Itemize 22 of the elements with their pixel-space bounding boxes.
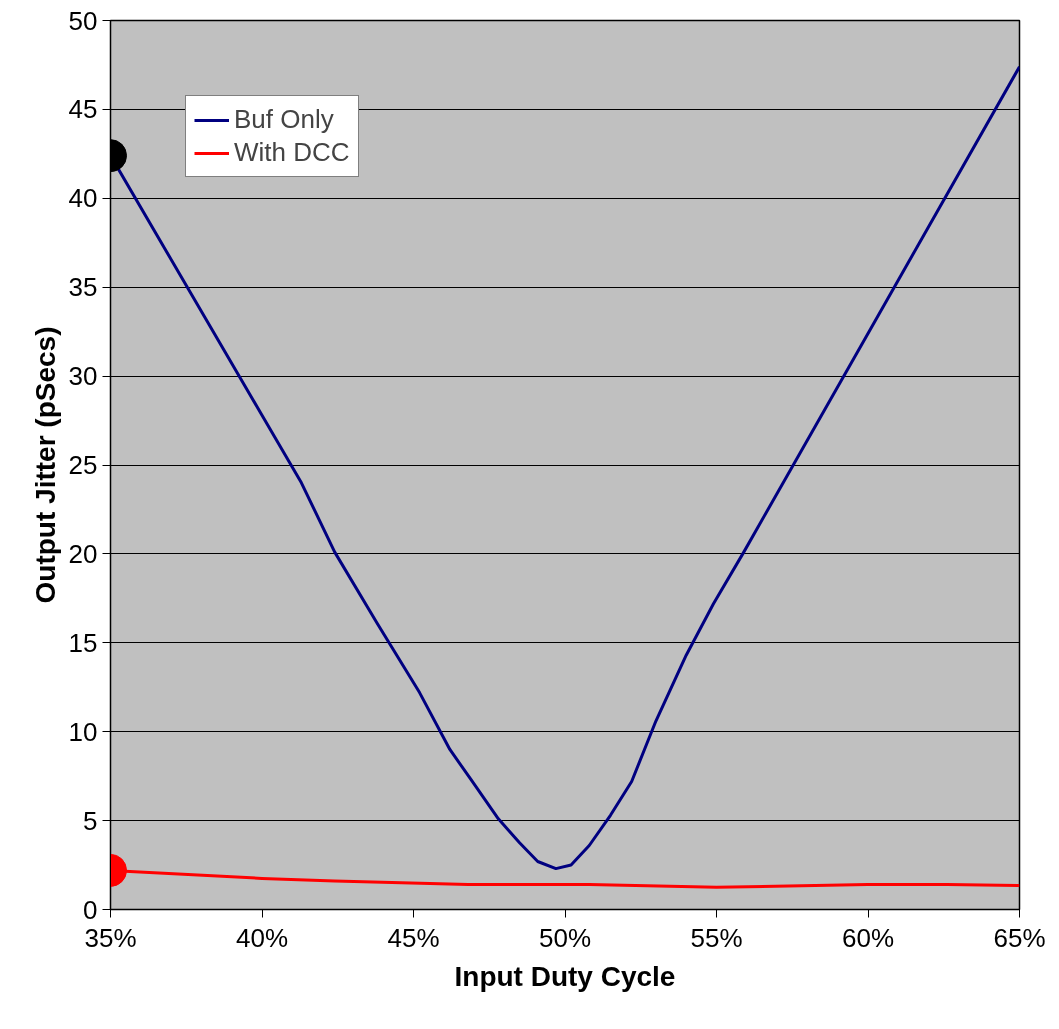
y-tick-label: 0 bbox=[83, 894, 98, 925]
x-axis-title: Input Duty Cycle bbox=[454, 960, 676, 992]
y-axis-title: Output Jitter (pSecs) bbox=[29, 326, 61, 604]
y-tick-label: 35 bbox=[68, 272, 98, 303]
x-tick-label: 35% bbox=[84, 922, 137, 953]
y-tick-label: 45 bbox=[68, 94, 98, 125]
y-tick-label: 5 bbox=[83, 805, 98, 836]
y-tick-label: 30 bbox=[68, 361, 98, 392]
x-tick-label: 65% bbox=[993, 922, 1046, 953]
x-tick-label: 55% bbox=[690, 922, 743, 953]
y-tick-label: 40 bbox=[68, 183, 98, 214]
x-tick-label: 40% bbox=[235, 922, 289, 953]
y-tick-label: 10 bbox=[68, 716, 98, 747]
legend-label: Buf Only bbox=[234, 104, 334, 135]
x-tick-label: 50% bbox=[538, 922, 592, 953]
legend-label: With DCC bbox=[234, 137, 350, 168]
y-tick-label: 25 bbox=[68, 450, 98, 480]
x-tick-label: 60% bbox=[841, 922, 895, 953]
x-tick-label: 45% bbox=[387, 922, 440, 953]
y-tick-label: 50 bbox=[68, 5, 98, 36]
y-tick-label: 20 bbox=[68, 538, 98, 569]
y-tick-label: 15 bbox=[68, 627, 98, 658]
